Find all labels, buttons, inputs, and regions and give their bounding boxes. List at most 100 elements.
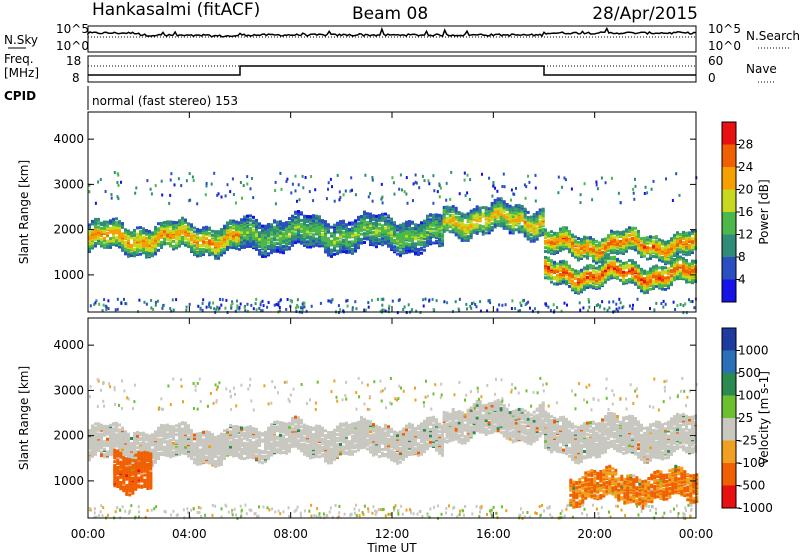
data-cell [613,236,616,239]
data-cell [501,304,503,307]
data-cell [591,198,593,201]
data-cell [217,230,220,233]
data-cell [476,214,479,217]
data-cell [675,172,677,175]
data-cell [233,193,235,196]
data-cell [155,184,157,187]
data-cell [536,229,539,232]
data-cell [348,222,351,225]
data-cell [172,245,175,248]
data-cell [646,249,649,252]
data-cell [205,246,208,249]
data-cell [604,281,607,284]
data-cell [565,245,568,248]
data-cell [482,212,485,215]
data-cell [303,215,306,218]
data-cell [377,298,379,301]
data-cell [193,227,196,230]
data-cell [492,181,494,184]
data-cell [91,441,94,444]
data-cell [625,261,628,264]
data-cell [375,215,378,218]
data-cell [162,305,164,308]
data-cell [676,304,678,307]
data-cell [111,193,113,196]
data-cell [586,239,589,242]
data-cell [426,215,429,218]
data-cell [653,308,655,311]
data-cell [446,217,449,220]
data-cell [170,179,172,182]
data-cell [360,233,363,236]
data-cell [574,248,577,251]
data-cell [619,240,622,243]
data-cell [618,298,620,301]
data-cell [133,248,136,251]
data-cell [387,240,390,243]
data-cell [633,198,635,201]
data-cell [297,210,300,213]
data-cell [533,217,536,220]
data-cell [280,298,282,301]
nsearch-label: N.Search [746,29,800,43]
data-cell [142,438,145,441]
data-cell [619,251,622,254]
data-cell [236,304,238,307]
data-cell [175,241,178,244]
data-cell [402,222,405,225]
data-cell [199,229,202,232]
data-cell [449,198,451,201]
data-cell [607,256,610,259]
freq-panel-frame [88,56,696,82]
data-cell [288,246,291,249]
data-cell [249,218,252,221]
data-cell [372,214,375,217]
data-cell [530,225,533,228]
data-cell [312,242,315,245]
data-cell [667,276,670,279]
data-cell [381,198,383,201]
data-cell [372,231,375,234]
data-cell [342,239,345,242]
data-cell [631,259,634,262]
data-cell [347,305,349,308]
data-cell [186,179,188,182]
colorbar-tick-label: 16 [738,205,753,219]
data-cell [443,206,446,209]
data-cell [221,196,223,199]
data-cell [296,304,298,307]
data-cell [553,261,556,264]
data-cell [250,187,252,190]
nsky-line [88,29,696,37]
power-data-layer [88,171,697,314]
data-cell [565,282,568,285]
data-cell [98,303,100,306]
data-cell [509,205,512,208]
freq-unit-label: [MHz] [4,66,39,80]
data-cell [220,251,223,254]
data-cell [482,225,485,228]
data-cell [243,184,245,187]
data-cell [542,208,545,211]
data-cell [515,187,517,190]
data-cell [282,232,285,235]
data-cell [255,219,258,222]
data-cell [315,238,318,241]
data-cell [519,302,521,305]
data-cell [644,192,646,195]
data-cell [145,248,148,251]
data-cell [679,233,682,236]
data-cell [640,268,643,271]
data-cell [302,307,304,310]
data-cell [139,236,142,239]
data-cell [411,247,414,250]
data-cell [527,216,530,219]
data-cell [571,268,574,271]
data-cell [229,220,232,223]
data-cell [348,241,351,244]
data-cell [664,266,667,269]
data-cell [568,277,571,280]
data-cell [292,183,294,186]
data-cell [381,213,384,216]
data-cell [414,242,417,245]
